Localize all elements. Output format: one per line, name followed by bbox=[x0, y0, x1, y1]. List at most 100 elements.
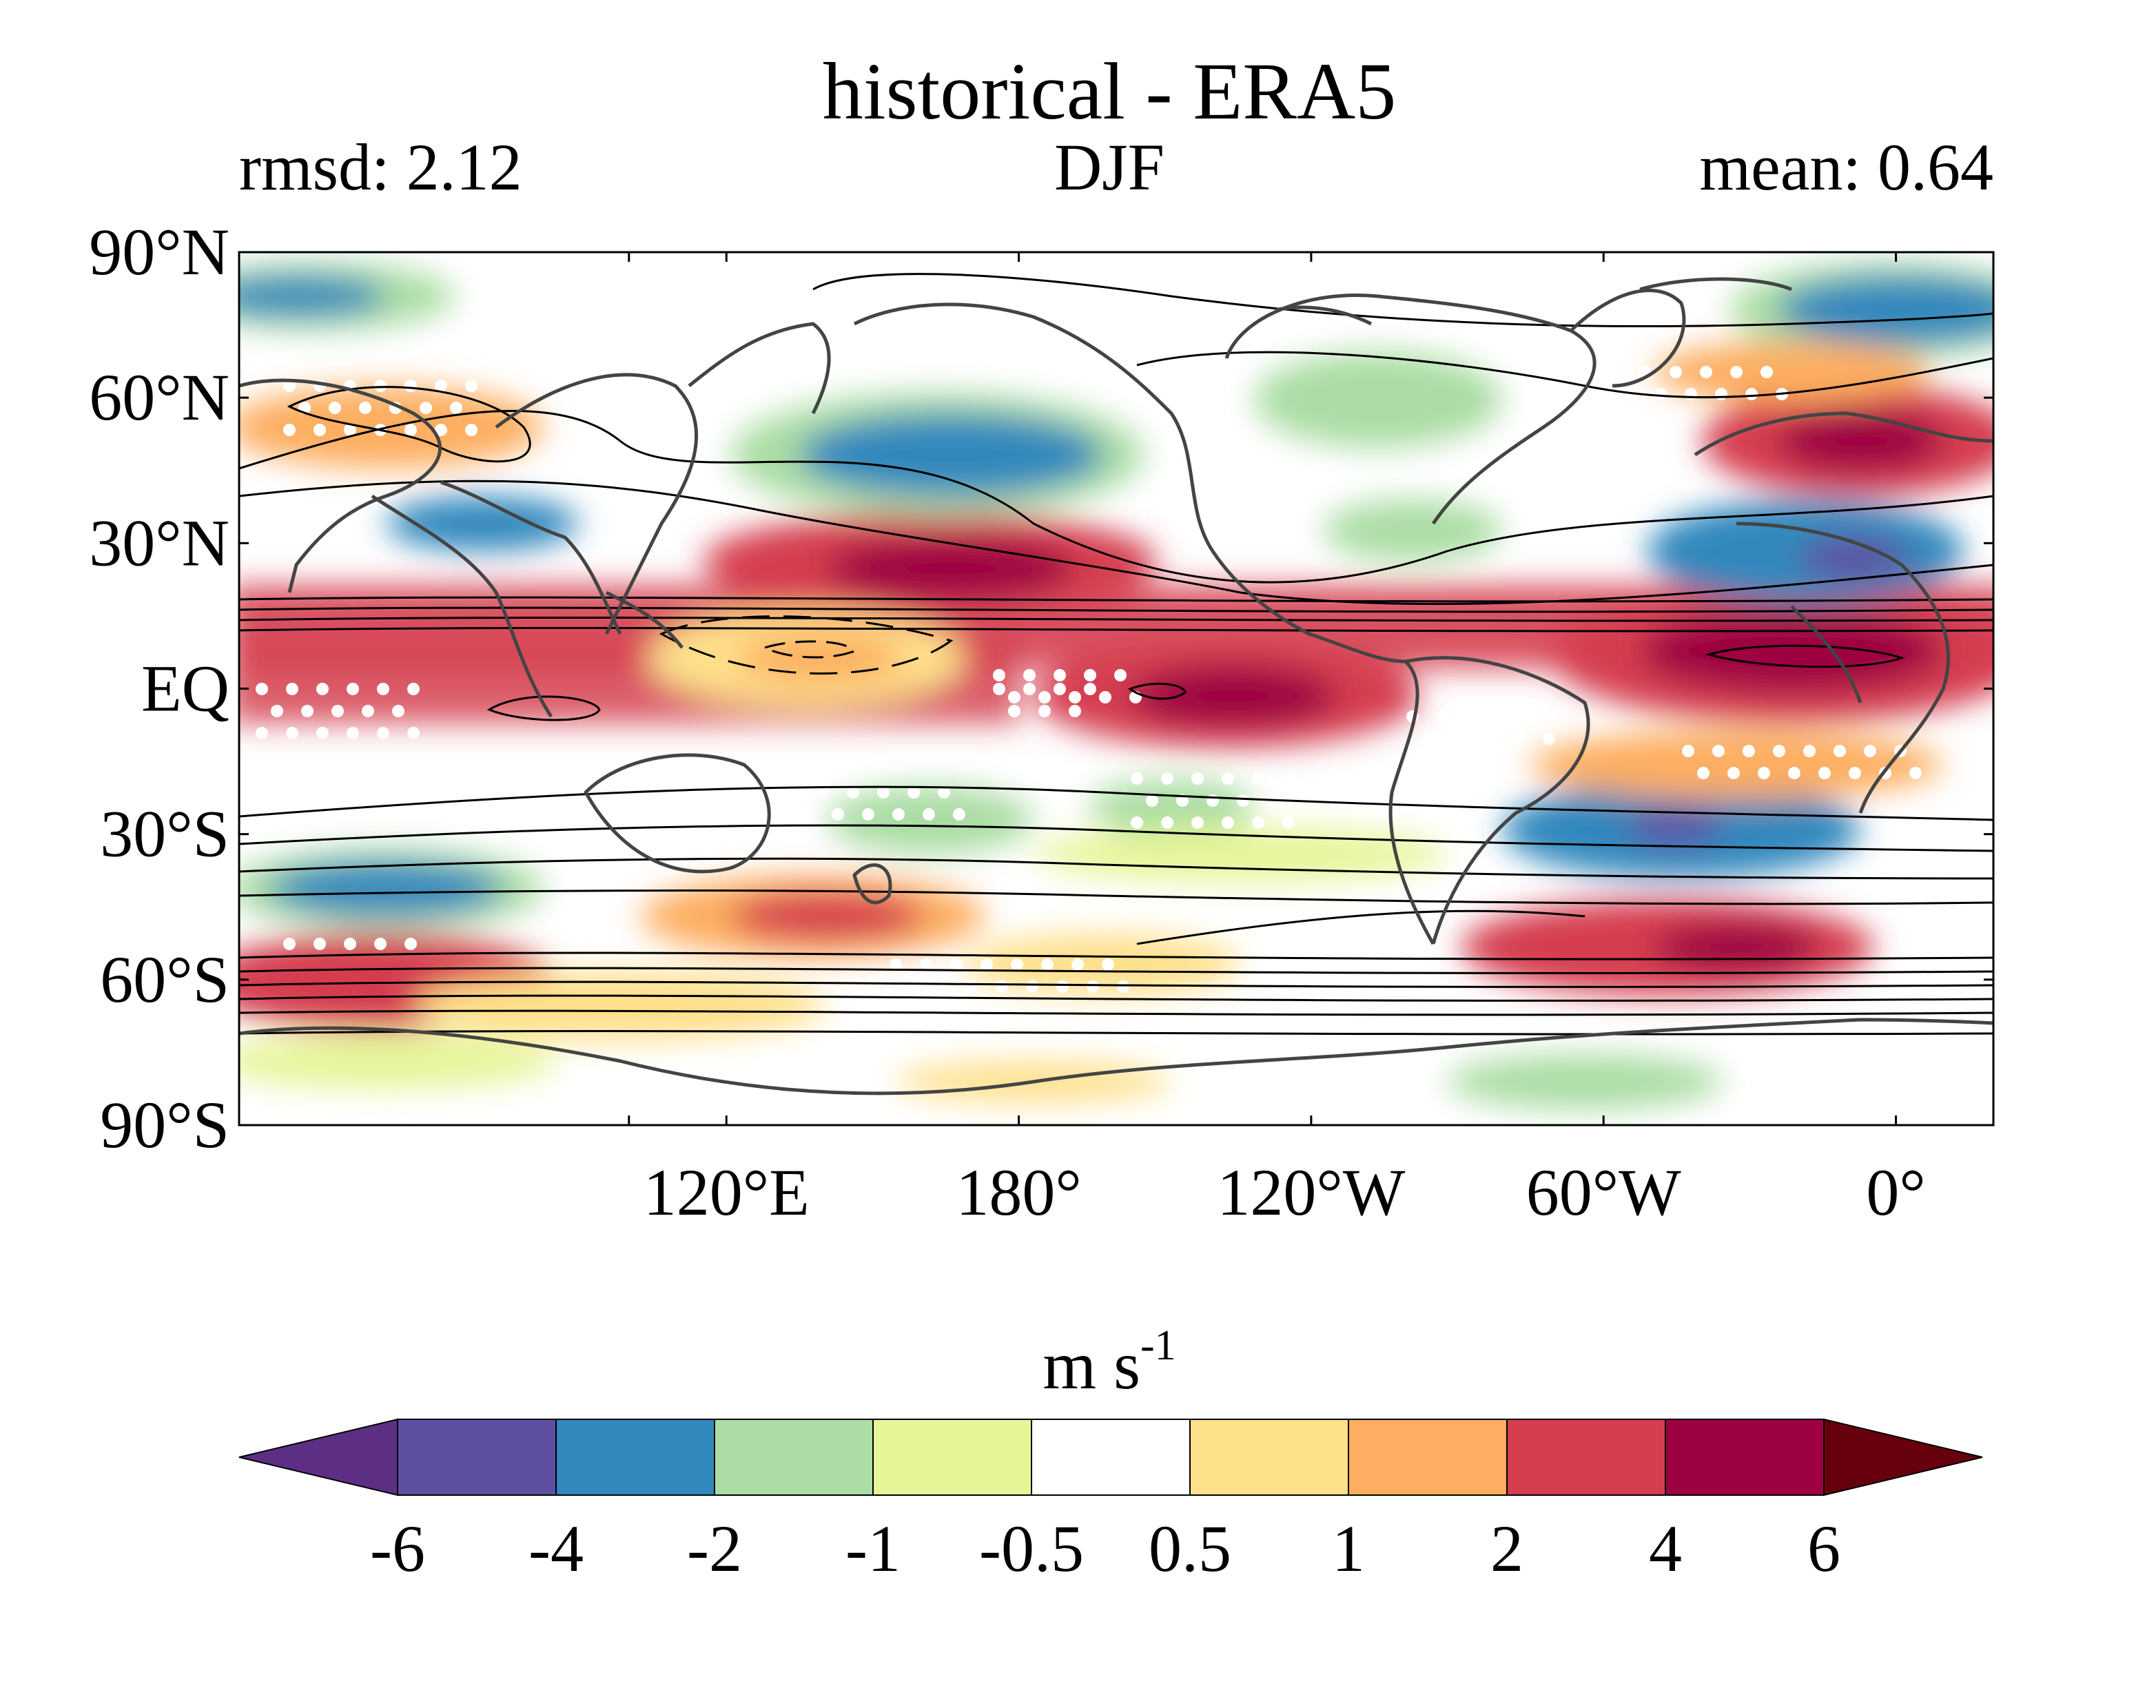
map-tick-labels: 90°N 60°N 30°N EQ 30°S 60°S 90°S 120°E 180° 120°W… bbox=[89, 215, 1925, 1229]
stipple-dot bbox=[1087, 980, 1099, 993]
stipple-dot bbox=[1700, 366, 1712, 378]
colorbar-units-exponent: -1 bbox=[1140, 1322, 1176, 1369]
stipple-dot bbox=[1282, 772, 1295, 785]
stipple-dot bbox=[440, 779, 453, 792]
stipple-dot bbox=[907, 786, 920, 799]
mean-label: mean: 0.64 bbox=[1699, 130, 1993, 204]
stipple-dot bbox=[404, 938, 417, 950]
stipple-dot bbox=[410, 779, 422, 792]
colorbar-tick-labels: -6 -4 -2 -1 -0.5 0.5 1 2 4 6 bbox=[370, 1512, 1840, 1585]
stipple-dot bbox=[993, 669, 1005, 681]
stipple-dot bbox=[486, 801, 498, 814]
lon-tick-label: 60°W bbox=[1526, 1155, 1681, 1229]
stipple-dot bbox=[1609, 366, 1621, 378]
stipple-dot bbox=[465, 380, 478, 392]
stipple-dot bbox=[890, 958, 902, 971]
stipple-dot bbox=[1038, 705, 1051, 717]
stipple-dot bbox=[1532, 252, 1544, 261]
stipple-dot bbox=[1161, 772, 1173, 785]
stipple-dot bbox=[1131, 816, 1143, 829]
stipple-dot bbox=[450, 402, 462, 414]
stipple-dot bbox=[1715, 388, 1727, 400]
stipple-dot bbox=[1282, 816, 1295, 829]
colorbar-swatch bbox=[1823, 1418, 1983, 1496]
stipple-dot bbox=[286, 683, 298, 695]
stipple-dot bbox=[1773, 745, 1785, 757]
stipple-dot bbox=[420, 402, 432, 414]
stipple-dot bbox=[905, 980, 917, 993]
stipple-dot bbox=[359, 402, 371, 414]
stipple-dot bbox=[1743, 745, 1755, 757]
stipple-dot bbox=[1788, 767, 1800, 779]
stipple-dot bbox=[1452, 732, 1464, 745]
stipple-dot bbox=[1038, 691, 1051, 703]
stipple-dot bbox=[344, 938, 356, 950]
stipple-dot bbox=[1670, 366, 1682, 378]
stipple-dot bbox=[817, 786, 829, 799]
stipple-dot bbox=[1131, 772, 1143, 785]
stipple-dot bbox=[407, 727, 420, 739]
stipple-dot bbox=[435, 380, 447, 392]
colorbar-swatch bbox=[1506, 1419, 1666, 1496]
stipple-dot bbox=[1592, 252, 1605, 261]
stipple-dot bbox=[374, 380, 387, 392]
stipple-dot bbox=[347, 727, 359, 739]
stipple-dot bbox=[1084, 669, 1096, 681]
stipple-dot bbox=[690, 829, 702, 841]
lat-tick-label: EQ bbox=[141, 652, 229, 726]
stipple-dot bbox=[1528, 710, 1540, 723]
lon-tick-label: 120°E bbox=[644, 1155, 810, 1229]
stipple-dot bbox=[705, 851, 717, 863]
stipple-dot bbox=[329, 402, 341, 414]
stipple-dot bbox=[1501, 252, 1514, 261]
stipple-dot bbox=[1497, 710, 1510, 723]
colorbar-units-base: m s bbox=[1043, 1327, 1140, 1403]
lon-tick-label: 0° bbox=[1866, 1155, 1925, 1229]
stipple-dot bbox=[1818, 767, 1831, 779]
stipple-dot bbox=[286, 727, 298, 739]
stipple-dot bbox=[301, 705, 314, 717]
colorbar-tick-label: 2 bbox=[1490, 1512, 1523, 1585]
stipple-dot bbox=[1467, 710, 1479, 723]
stipple-dot bbox=[425, 801, 438, 814]
stipple-dot bbox=[1056, 980, 1069, 993]
stipple-dot bbox=[1071, 958, 1084, 971]
stipple-dot bbox=[801, 808, 814, 821]
stipple-dot bbox=[1069, 691, 1081, 703]
stipple-dot bbox=[1069, 705, 1081, 717]
map-panel: 90°N 60°N 30°N EQ 30°S 60°S 90°S 120°E 180° 120°W… bbox=[89, 215, 1995, 1229]
stipple-dot bbox=[331, 705, 344, 717]
stipple-dot bbox=[1437, 710, 1449, 723]
stipple-dot bbox=[1191, 772, 1204, 785]
stipple-dot bbox=[735, 807, 748, 819]
lon-tick-label: 120°W bbox=[1217, 1155, 1405, 1229]
stipple-dot bbox=[1161, 816, 1173, 829]
stipple-dot bbox=[877, 786, 890, 799]
stipple-dot bbox=[377, 727, 389, 739]
stipple-dot bbox=[316, 727, 329, 739]
stipple-dot bbox=[720, 829, 732, 841]
stipple-dot bbox=[1745, 388, 1758, 400]
stipple-dot bbox=[786, 786, 799, 799]
stipple-dot bbox=[1758, 767, 1770, 779]
coastlines bbox=[239, 277, 1993, 1095]
stipple-dot bbox=[1594, 388, 1606, 400]
stipple-dot bbox=[1026, 980, 1038, 993]
stipple-dot bbox=[362, 705, 374, 717]
stipple-dot bbox=[1712, 745, 1725, 757]
stipple-dot bbox=[1512, 732, 1525, 745]
colorbar-swatch bbox=[1189, 1419, 1349, 1496]
stipple-dot bbox=[923, 808, 935, 821]
stipple-dot bbox=[1054, 683, 1066, 695]
stipple-dot bbox=[1252, 772, 1264, 785]
colorbar-tick-label: 1 bbox=[1332, 1512, 1365, 1585]
stipple-dot bbox=[283, 380, 296, 392]
stipple-dot bbox=[1102, 958, 1114, 971]
stipple-dot bbox=[1146, 794, 1158, 807]
colorbar-tick-label: -0.5 bbox=[979, 1512, 1084, 1585]
stipple-dot bbox=[407, 683, 420, 695]
stipple-dot bbox=[1207, 794, 1219, 807]
stipple-dot bbox=[465, 424, 478, 436]
figure-title: historical - ERA5 bbox=[823, 46, 1396, 136]
stipple-dot bbox=[1624, 388, 1636, 400]
